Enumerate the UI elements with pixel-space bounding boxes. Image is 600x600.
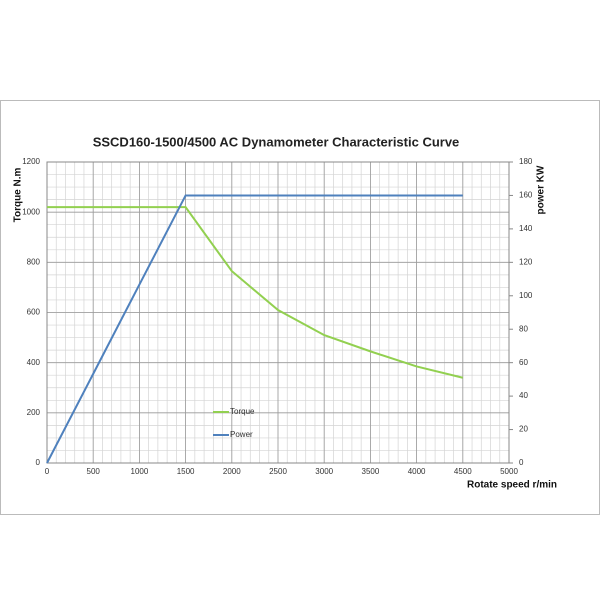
chart-title: SSCD160-1500/4500 AC Dynamometer Charact… bbox=[93, 134, 460, 149]
series-line bbox=[46, 194, 463, 464]
y-tick-label: 1200 bbox=[22, 157, 40, 166]
y2-tick-label: 0 bbox=[519, 458, 524, 467]
y-tick-label: 800 bbox=[27, 257, 41, 266]
legend-label: Power bbox=[230, 430, 253, 439]
x-tick-label: 3000 bbox=[315, 467, 333, 476]
y2-tick-label: 160 bbox=[519, 191, 533, 200]
series-line bbox=[47, 206, 464, 379]
y2-tick-label: 20 bbox=[519, 425, 528, 434]
x-tick-label: 1000 bbox=[131, 467, 149, 476]
x-tick-label: 4500 bbox=[454, 467, 472, 476]
y2-tick-label: 140 bbox=[519, 224, 533, 233]
y2-tick-label: 180 bbox=[519, 157, 533, 166]
y-tick-label: 200 bbox=[27, 408, 41, 417]
x-tick-label: 1500 bbox=[177, 467, 195, 476]
y-tick-label: 400 bbox=[27, 358, 41, 367]
x-tick-label: 0 bbox=[45, 467, 50, 476]
y2-axis-title: power KW bbox=[536, 165, 547, 214]
x-tick-label: 2000 bbox=[223, 467, 241, 476]
x-tick-label: 500 bbox=[87, 467, 101, 476]
x-tick-label: 4000 bbox=[408, 467, 426, 476]
y2-tick-label: 100 bbox=[519, 291, 533, 300]
y-tick-label: 600 bbox=[27, 308, 41, 317]
y2-tick-label: 60 bbox=[519, 358, 528, 367]
x-tick-label: 2500 bbox=[269, 467, 287, 476]
legend-label: Torque bbox=[230, 407, 255, 416]
y-tick-label: 0 bbox=[36, 458, 41, 467]
y2-tick-label: 40 bbox=[519, 391, 528, 400]
y-tick-label: 1000 bbox=[22, 207, 40, 216]
plot-border bbox=[46, 161, 510, 464]
y2-tick-label: 80 bbox=[519, 324, 528, 333]
x-axis-title: Rotate speed r/min bbox=[467, 480, 557, 491]
y2-tick-label: 120 bbox=[519, 257, 533, 266]
x-tick-label: 3500 bbox=[362, 467, 380, 476]
y-axis-title: Torque N.m bbox=[13, 167, 24, 222]
x-tick-label: 5000 bbox=[500, 467, 518, 476]
